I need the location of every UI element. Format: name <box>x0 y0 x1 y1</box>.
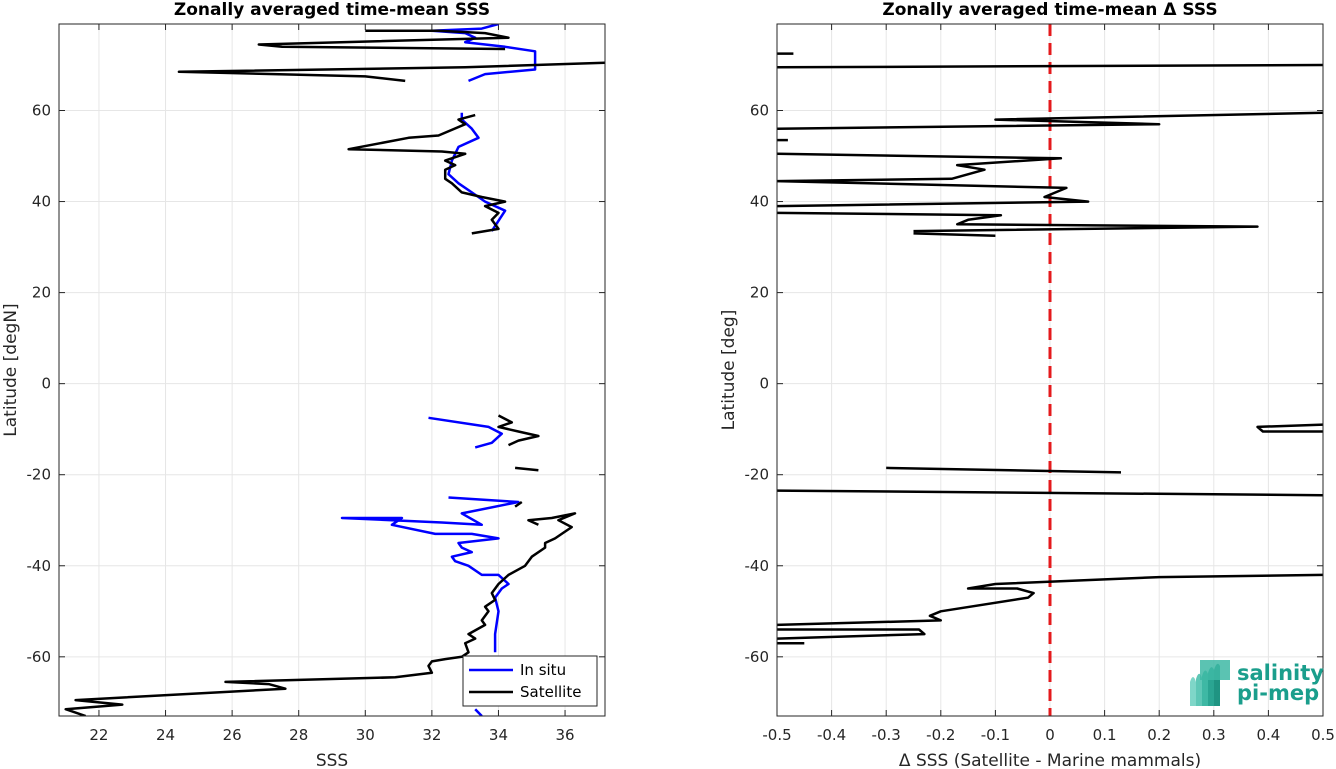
panel1-x-tick-label: -0.3 <box>872 726 901 744</box>
panel0-x-tick-label: 30 <box>356 726 375 744</box>
panel0-chart-title: Zonally averaged time-mean SSS <box>174 0 490 20</box>
panel0-series-group <box>64 24 605 716</box>
panel1-x-tick-label: -0.2 <box>926 726 955 744</box>
logo-text-salinity: salinity <box>1237 661 1324 685</box>
panel0-x-tick-label: 36 <box>556 726 575 744</box>
legend-box <box>462 655 598 707</box>
panel1-series-delta-line <box>777 152 1090 208</box>
panel1-series-delta-line <box>777 63 1323 69</box>
panel0-series-satellite-line <box>497 414 540 447</box>
panel1-x-tick-label: 0.5 <box>1311 726 1335 744</box>
panel1-x-tick-label: 0.2 <box>1147 726 1171 744</box>
logo-text-pi-mep: pi-mep <box>1237 681 1319 705</box>
panel1-y-tick-label: 40 <box>750 193 769 211</box>
panel0-series-satellite-line <box>177 61 605 83</box>
panel0-series-in-situ-line <box>340 496 520 653</box>
panel0-y-tick-label: -60 <box>27 648 52 666</box>
panel0-series-satellite-line <box>514 500 523 508</box>
panel1-y-tick-label: -60 <box>745 648 770 666</box>
panel0-y-tick-label: 20 <box>32 284 51 302</box>
panel1-x-tick-label: -0.1 <box>981 726 1010 744</box>
panel0-series-satellite-line <box>514 466 539 472</box>
left-panel: 22 24 26 28 30 32 34 36 -60 -40 -20 0 20 40 60 Zonally … <box>1 0 606 769</box>
panel1-series-delta-line <box>913 232 996 237</box>
panel0-plot-area <box>59 24 605 716</box>
panel1-axes-frame <box>776 23 1324 717</box>
panel0-x-tick-label: 24 <box>156 726 175 744</box>
panel1-x-axis-label: Δ SSS (Satellite - Marine mammals) <box>899 751 1201 769</box>
panel1-series-delta-line <box>777 111 1323 130</box>
logo-wave-icon <box>1190 677 1196 706</box>
logo-wave-icon <box>1196 673 1202 706</box>
panel1-y-tick-label: 20 <box>750 284 769 302</box>
panel0-x-axis-label: SSS <box>316 751 348 769</box>
panel1-x-tick-label: -0.4 <box>817 726 846 744</box>
panel1-y-tick-label: 0 <box>759 375 769 393</box>
panel0-y-tick-label: -40 <box>27 557 52 575</box>
panel0-x-tick-label: 34 <box>489 726 508 744</box>
panel0-series-in-situ-line <box>428 416 504 449</box>
panel1-chart-title: Zonally averaged time-mean Δ SSS <box>882 0 1217 20</box>
panel1-y-tick-label: -20 <box>745 466 770 484</box>
panel0-y-tick-label: -20 <box>27 466 52 484</box>
panel0-y-tick-label: 60 <box>32 102 51 120</box>
panel1-series-delta-line <box>777 628 926 640</box>
panel0-series-satellite-line <box>257 29 510 51</box>
panel1-x-tick-label: 0.3 <box>1202 726 1226 744</box>
panel0-axes-frame <box>58 23 606 717</box>
panel1-x-tick-label: 0 <box>1045 726 1055 744</box>
legend-label-satellite: Satellite <box>520 683 581 701</box>
panel0-x-tick-label: 32 <box>422 726 441 744</box>
panel1-series-group <box>777 52 1323 645</box>
panel0-series-satellite-line <box>347 113 507 235</box>
logo-block-icon <box>1200 660 1230 680</box>
panel0-x-tick-label: 28 <box>289 726 308 744</box>
panel1-y-axis-label: Latitude [deg] <box>719 310 739 431</box>
panel1-series-delta-line <box>777 573 1323 627</box>
panel0-series-satellite-line <box>64 512 577 716</box>
panel1-x-tick-label: 0.4 <box>1256 726 1280 744</box>
panel0-x-tick-label: 22 <box>89 726 108 744</box>
panel1-series-delta-line <box>777 489 1323 497</box>
panel1-x-tick-label: 0.1 <box>1093 726 1117 744</box>
right-panel: -0.5 -0.4 -0.3 -0.2 -0.1 0 0.1 0.2 0.3 0.4 0.5 -60 -… <box>719 0 1335 769</box>
panel1-series-delta-line <box>1256 423 1323 433</box>
panel1-series-delta-line <box>777 211 1259 233</box>
panel0-y-tick-label: 40 <box>32 193 51 211</box>
panel1-series-delta-line <box>886 466 1122 474</box>
panel1-x-tick-label: -0.5 <box>762 726 791 744</box>
panel1-y-tick-label: 60 <box>750 102 769 120</box>
panel0-y-tick-label: 0 <box>41 375 51 393</box>
panel1-y-tick-label: -40 <box>745 557 770 575</box>
panel0-x-tick-label: 26 <box>223 726 242 744</box>
legend-label-in-situ: In situ <box>520 661 566 679</box>
panel0-y-axis-label: Latitude [degN] <box>1 303 21 436</box>
panel0-legend: In situ Satellite <box>462 655 598 707</box>
panel0-series-in-situ-line <box>474 708 483 716</box>
